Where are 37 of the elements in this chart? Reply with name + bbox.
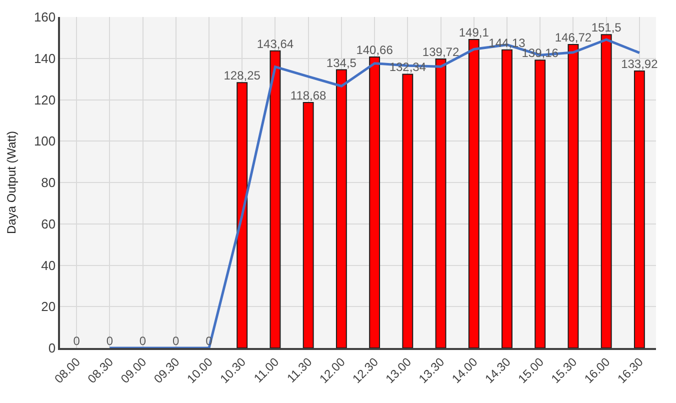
- y-tick-label: 40: [41, 258, 56, 273]
- y-axis-title: Daya Output (Watt): [4, 131, 19, 234]
- data-label: 149,1: [458, 26, 490, 40]
- bar: [435, 58, 446, 348]
- bar: [402, 74, 414, 348]
- bar: [468, 39, 480, 348]
- bar: [336, 69, 347, 348]
- bar: [369, 56, 380, 348]
- y-tick-label: 160: [34, 10, 56, 25]
- bar: [236, 82, 248, 348]
- y-tick-label: 80: [41, 175, 56, 190]
- bar: [634, 70, 645, 348]
- data-label: 151,5: [591, 20, 622, 35]
- bar: [502, 49, 512, 348]
- y-tick-label: 60: [41, 216, 56, 232]
- y-tick-label: 120: [34, 92, 56, 108]
- bar: [302, 102, 314, 348]
- bar: [534, 60, 546, 348]
- bar: [600, 34, 612, 348]
- bar: [270, 50, 281, 348]
- data-label: 0: [73, 334, 80, 348]
- y-tick-label: 140: [34, 50, 56, 66]
- data-label: 146,72: [554, 30, 592, 44]
- data-label: 0: [172, 334, 180, 348]
- data-label: 128,25: [224, 68, 261, 83]
- data-label: 139,72: [422, 44, 460, 59]
- bar: [568, 44, 579, 348]
- data-label: 118,68: [290, 88, 327, 102]
- y-tick-label: 100: [34, 134, 56, 149]
- y-tick-label: 0: [48, 340, 56, 356]
- data-label: 0: [139, 334, 146, 348]
- data-label: 140,66: [356, 43, 394, 58]
- data-label: 134,5: [326, 56, 357, 70]
- data-label: 133,92: [621, 56, 658, 71]
- data-label: 0: [106, 334, 114, 348]
- y-tick-label: 20: [41, 299, 56, 314]
- data-label: 143,64: [256, 36, 294, 51]
